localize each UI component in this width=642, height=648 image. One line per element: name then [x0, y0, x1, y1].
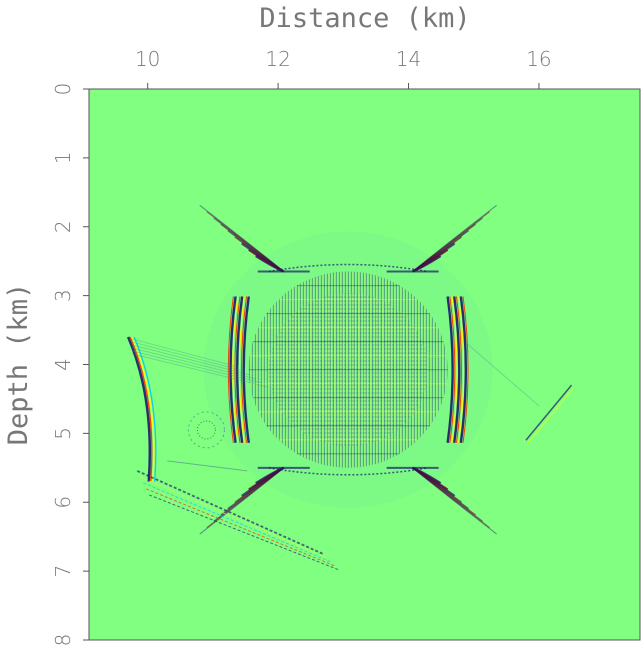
- x-tick-label: 14: [396, 47, 421, 71]
- right-edge-streak: [466, 343, 574, 444]
- y-tick-label: 5: [51, 427, 75, 440]
- y-tick-label: 8: [51, 634, 75, 647]
- y-tick-label: 4: [51, 358, 75, 371]
- x-tick-label: 12: [265, 47, 290, 71]
- image-features: [126, 204, 574, 571]
- y-axis-ticks: 0 1 2 3 4 5 6 7 8: [51, 83, 89, 647]
- y-axis-title: Depth (km): [3, 283, 34, 446]
- central-wavefront-body: [199, 204, 497, 535]
- y-tick-label: 3: [51, 289, 75, 302]
- y-tick-label: 6: [51, 496, 75, 509]
- y-tick-label: 1: [51, 152, 75, 165]
- y-tick-label: 2: [51, 220, 75, 233]
- x-axis-title: Distance (km): [259, 3, 470, 34]
- y-tick-label: 0: [51, 83, 75, 96]
- x-tick-label: 16: [526, 47, 551, 71]
- lower-left-streak: [136, 460, 340, 571]
- y-tick-label: 7: [51, 565, 75, 578]
- left-curved-reflector: [126, 336, 269, 482]
- x-tick-label: 10: [135, 47, 160, 71]
- x-axis-ticks: 10 12 14 16: [135, 47, 552, 89]
